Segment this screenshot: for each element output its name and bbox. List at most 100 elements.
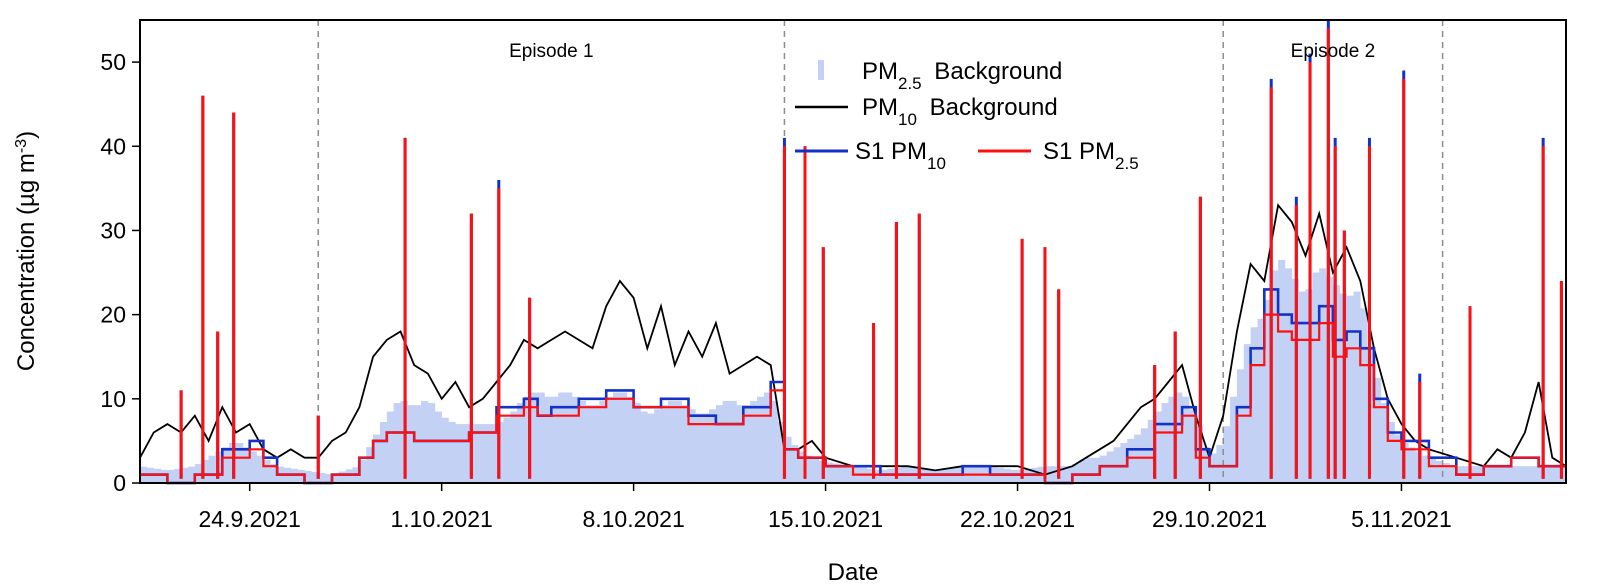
pm25-background-bar [167,469,175,483]
pm25-background-bar [1120,443,1128,483]
pm25-background-bar [208,455,216,483]
legend-subscript: 10 [898,110,917,129]
pm25-background-bar [654,409,662,483]
pm25-background-bar [681,405,689,483]
legend-swatch-pm25-background [818,60,824,80]
pm25-background-bar [1374,377,1382,483]
pm25-background-bar [674,400,682,483]
pm25-background-bar [1236,369,1245,483]
pm25-background-bar [1230,396,1238,483]
pm25-background-bar [1380,403,1389,483]
pm25-background-bar [1161,403,1169,483]
pm25-background-bar [1010,469,1018,483]
pm25-background-bar [1360,308,1368,483]
legend-subscript: 10 [927,154,946,173]
pm25-background-bar [1428,458,1437,483]
pm25-background-bar [475,424,484,483]
pm25-background-bar [1079,459,1087,483]
pm25-background-bar [619,392,628,483]
pm25-background-bar [715,405,724,483]
pm25-background-bar [517,403,525,483]
pm25-background-bar [626,396,634,483]
pm25-background-bar [270,464,278,483]
pm25-background-bar [667,400,676,483]
pm25-background-bar [811,458,820,483]
episode-labels: Episode 1 Episode 2 [509,41,1375,62]
pm25-background-bar [489,424,497,483]
pm25-background-bar [1312,272,1320,483]
pm25-background-bar [757,396,765,483]
ylabel-superscript: -3 [13,139,30,153]
pm25-background-bar [1250,327,1258,483]
pm25-background-bar [434,411,442,483]
pm25-background-bar [846,465,854,483]
episode-label: Episode 2 [1291,41,1376,62]
pm25-background-bar [359,459,367,483]
pm25-background-bar [606,396,614,483]
legend-label-pm10-background: PM10 Background [862,94,1058,129]
pm25-background-bar [688,409,696,483]
y-tick-label: 20 [100,302,126,328]
pm25-background-bar [613,392,621,483]
pm25-background-bar [1271,270,1279,483]
pm25-background-bar [565,392,573,483]
pm25-background-bar [722,400,730,483]
pm25-background-bar [763,392,772,483]
pm25-background-bar [1490,466,1498,483]
pm25-background-bar [482,424,490,483]
pm25-background-bar [1188,409,1197,483]
pm25-background-bar [1545,466,1553,483]
pm25-background-bar [777,421,785,483]
y-tick-label: 40 [100,133,126,159]
pm25-background-bar [263,459,271,483]
pm25-background-bar [1552,466,1560,483]
pm25-background-bar [1209,453,1217,483]
pm25-background-bar [379,421,388,483]
pm25-background-bar [338,471,346,483]
pm25-background-bar [1422,455,1430,483]
x-tick-label: 1.10.2021 [390,506,492,532]
pm25-background-bar [1216,445,1224,483]
x-tick-label: 8.10.2021 [582,506,684,532]
pm25-background-bar [544,396,552,483]
pm25-background-bar [331,473,340,483]
pm25-background-bar [640,411,648,483]
pm25-background-bar [1168,396,1176,483]
pm25-background-bar [1202,447,1210,483]
legend-label-s1-pm10: S1 PM10 [855,138,946,173]
pm25-background-bar [578,400,586,483]
pm25-background-bar [805,455,813,483]
pm25-background-bar [1243,344,1251,483]
y-axis-title: Concentration (µg m-3) [13,131,41,371]
episode-label: Episode 1 [509,41,594,62]
pm25-background-bar [1531,466,1539,483]
pm25-background-bar [750,400,758,483]
pm25-background-bar [1511,466,1519,483]
pm25-background-bar [661,405,669,483]
pm25-background-bar [839,464,847,483]
pm25-background-bar [1065,466,1073,483]
y-axis: 0 10 20 30 40 50 [100,49,140,496]
pm25-background-bar [633,403,641,483]
pm25-background-bar [187,466,196,483]
pm25-background-bar [393,403,401,483]
pm25-background-bar [1346,295,1354,483]
pm25-background-bar [386,411,394,483]
pm25-background-bar [1387,421,1395,483]
x-tick-label: 15.10.2021 [768,506,883,532]
pm25-background-bar [325,474,333,483]
series-lines [139,203,1567,485]
pm25-background-bar [1504,466,1512,483]
legend-suffix: Background [928,58,1063,85]
pm25-background-bar [866,468,874,483]
pm25-background-bar [798,451,806,483]
y-tick-label: 0 [113,470,126,496]
pm10-background-line [139,203,1567,476]
pm25-background-bar [1435,460,1443,483]
pm25-background-bar [427,403,436,483]
x-tick-label: 5.11.2021 [1351,506,1452,532]
pm25-background-bar [1353,291,1361,483]
pm25-background-bar [297,469,305,483]
pm25-background-bar [366,447,374,483]
